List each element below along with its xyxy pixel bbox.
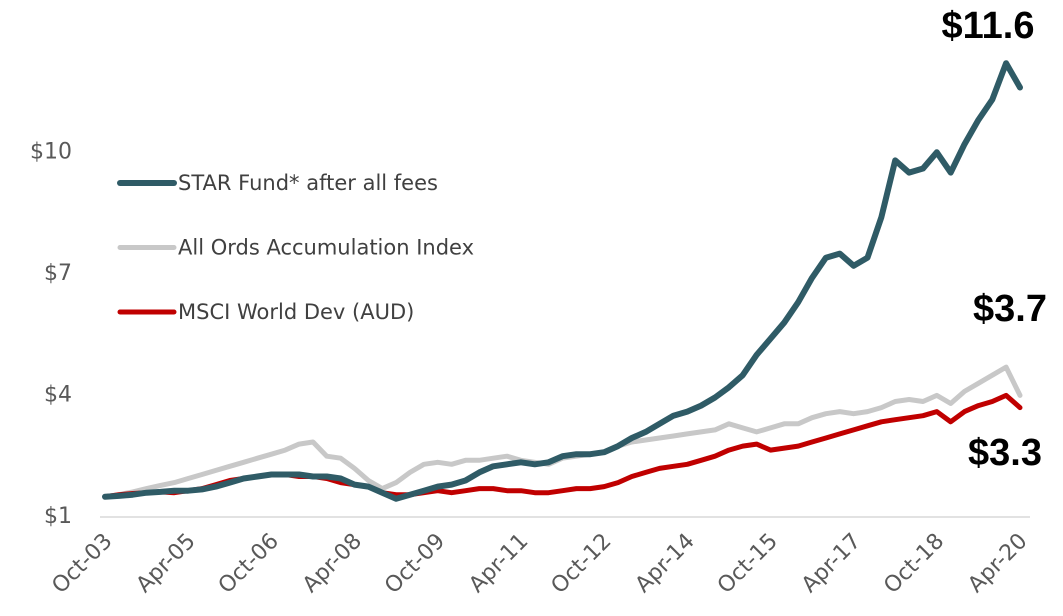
x-tick-label: Apr-20 xyxy=(963,529,1032,598)
x-tick-label: Oct-18 xyxy=(879,529,949,599)
y-tick-label: $7 xyxy=(44,261,72,286)
x-tick-label: Oct-06 xyxy=(214,529,284,599)
legend-label: All Ords Accumulation Index xyxy=(178,236,474,260)
legend-label: MSCI World Dev (AUD) xyxy=(178,300,414,324)
x-tick-label: Apr-14 xyxy=(631,529,700,598)
annotation: $11.6 xyxy=(942,5,1035,47)
x-tick-label: Apr-05 xyxy=(132,529,201,598)
x-tick-label: Oct-09 xyxy=(380,529,450,599)
x-tick-label: Apr-08 xyxy=(298,529,367,598)
y-tick-label: $1 xyxy=(44,504,72,529)
annotation: $3.7 xyxy=(973,288,1047,330)
x-tick-label: Apr-17 xyxy=(797,529,866,598)
x-tick-label: Oct-15 xyxy=(713,529,783,599)
legend-label: STAR Fund* after all fees xyxy=(178,171,438,195)
annotation: $3.3 xyxy=(968,432,1042,474)
y-tick-label: $4 xyxy=(44,382,72,407)
x-tick-label: Apr-11 xyxy=(464,529,533,598)
x-tick-label: Oct-03 xyxy=(47,529,117,599)
y-tick-label: $10 xyxy=(30,139,72,164)
series-line xyxy=(102,60,1023,502)
x-tick-label: Oct-12 xyxy=(547,529,617,599)
